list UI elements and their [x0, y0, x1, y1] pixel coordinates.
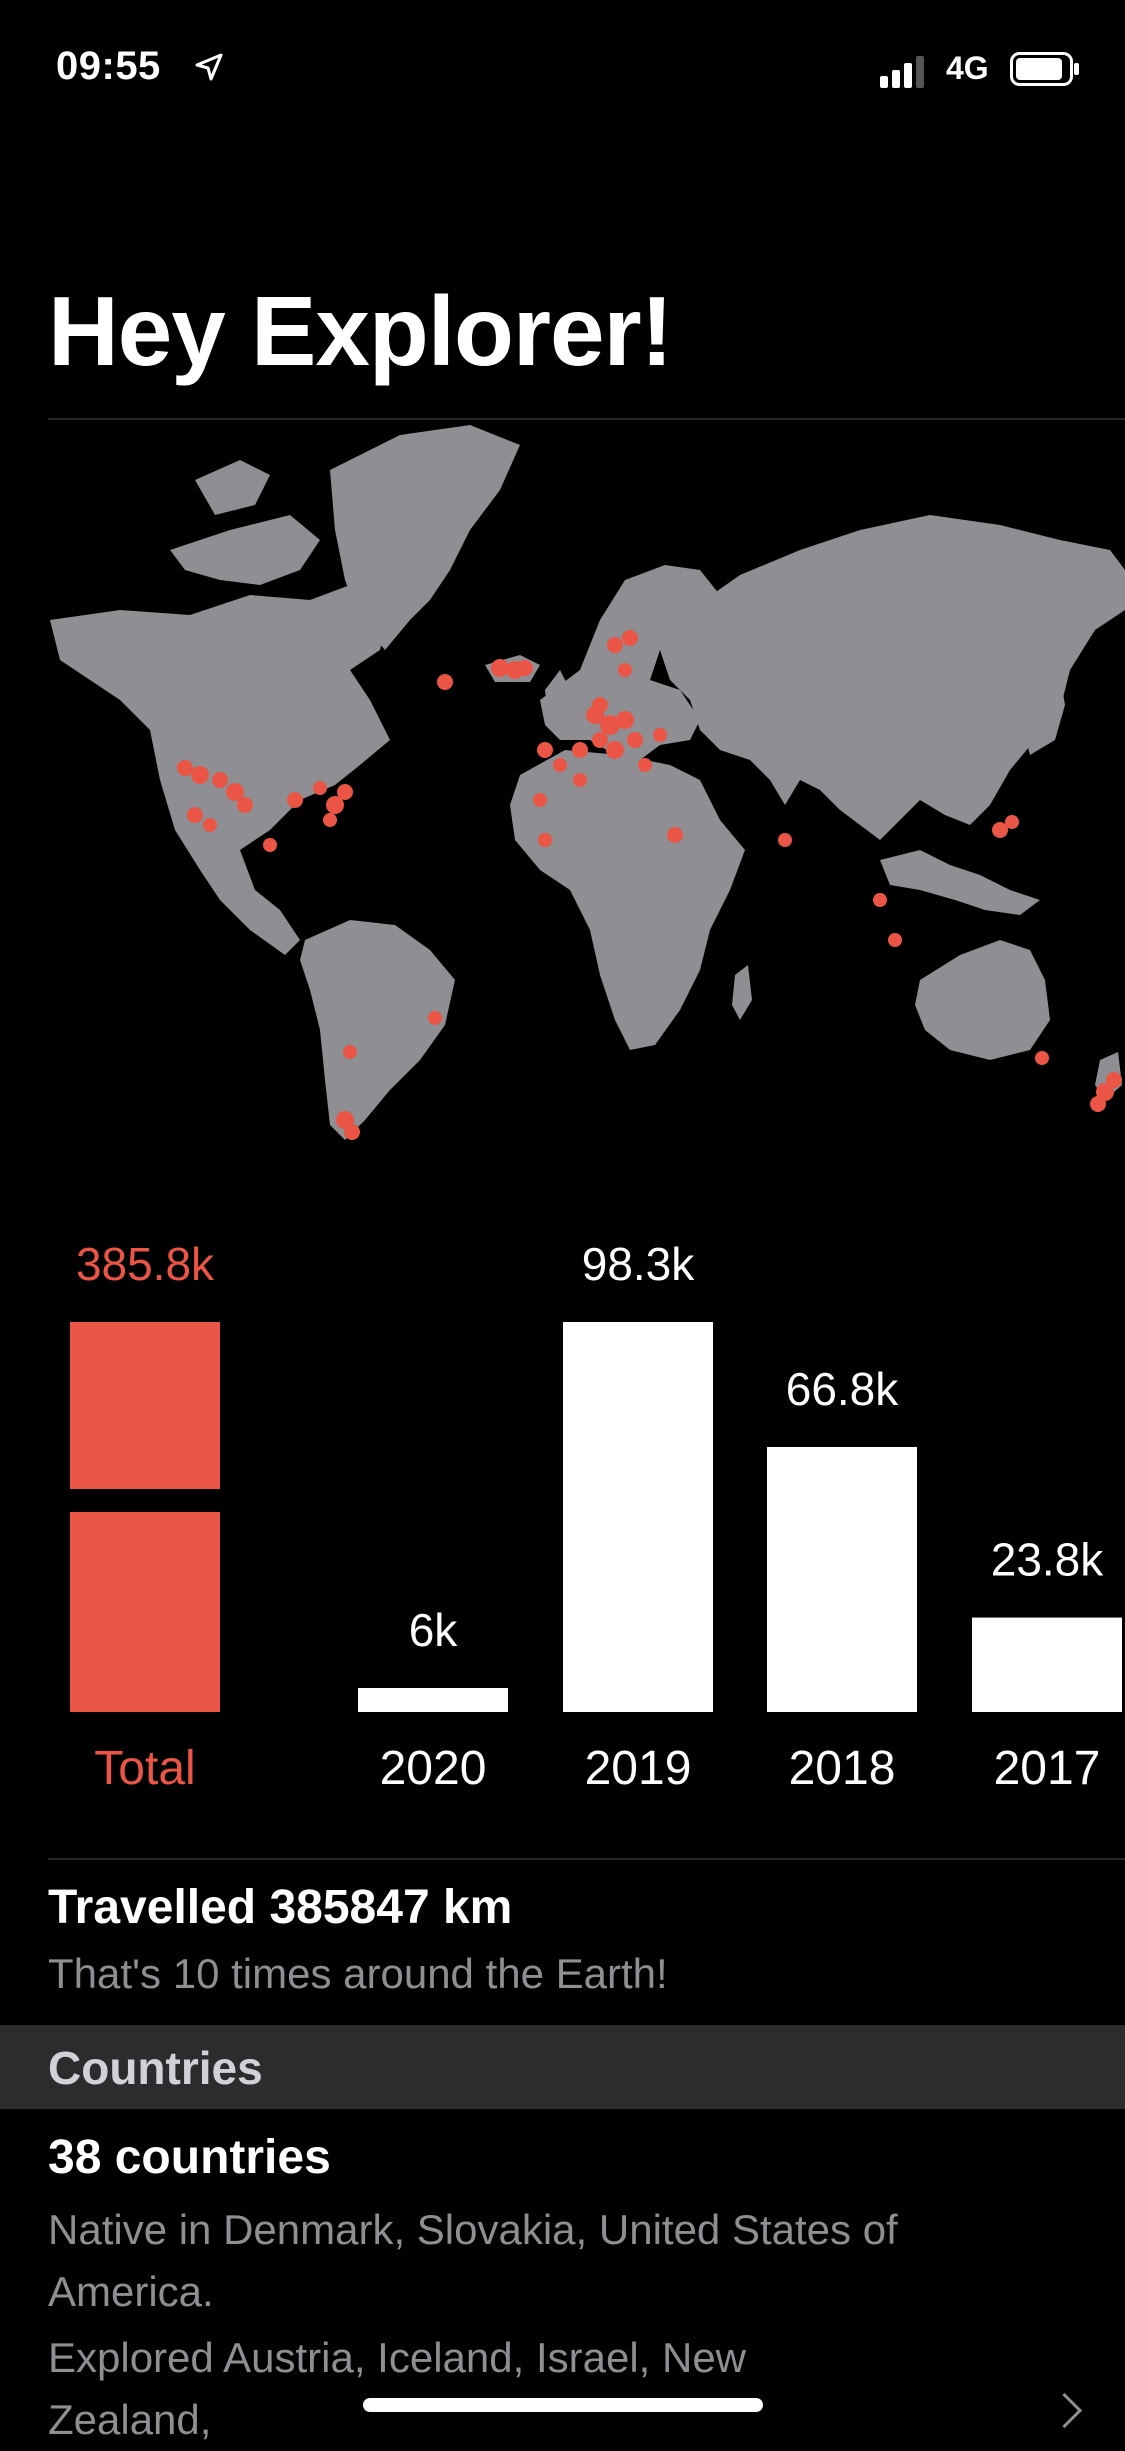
world-map[interactable]: [0, 420, 1125, 1150]
visited-location-markers: [177, 630, 1122, 1140]
value-label-2018: 66.8k: [786, 1363, 900, 1415]
divider: [48, 418, 1125, 420]
value-label-2019: 98.3k: [582, 1238, 696, 1290]
page-title: Hey Explorer!: [48, 276, 673, 386]
greenland: [330, 425, 520, 650]
section-header-countries: Countries: [0, 2025, 1125, 2109]
scandinavia: [600, 565, 720, 630]
location-arrow-icon: [195, 53, 223, 81]
battery-icon: [1010, 52, 1079, 86]
countries-explored-line2: Zealand,: [48, 2396, 212, 2443]
category-label-2018: 2018: [789, 1742, 896, 1795]
category-label-2017: 2017: [994, 1742, 1101, 1795]
japan: [1025, 675, 1065, 755]
land-masses: [50, 425, 1125, 1140]
countries-heading: 38 countries: [48, 2131, 331, 2184]
arctic-islands: [170, 515, 320, 585]
countries-native-line1: Native in Denmark, Slovakia, United Stat…: [48, 2206, 898, 2253]
bar-2018: [767, 1446, 917, 1712]
value-label-2020: 6k: [409, 1604, 459, 1656]
section-label: Countries: [48, 2042, 263, 2094]
divider: [48, 1858, 1125, 1860]
countries-native-line2: America.: [48, 2268, 214, 2315]
value-label-2017: 23.8k: [991, 1534, 1105, 1586]
countries-summary[interactable]: 38 countries Native in Denmark, Slovakia…: [48, 2130, 1077, 2451]
home-indicator[interactable]: [363, 2398, 763, 2412]
europe: [540, 595, 700, 760]
bar-2017: [972, 1617, 1122, 1712]
bar-2019: [563, 1322, 713, 1712]
category-label-Total: Total: [94, 1742, 195, 1795]
countries-explored-line1: Explored Austria, Iceland, Israel, New: [48, 2334, 747, 2381]
africa: [510, 750, 745, 1050]
distance-bar-chart: 385.8k Total 6k 2020 98.3k 2019 66.8k 2018 23.8k…: [0, 1200, 1125, 1820]
bar-2020: [358, 1688, 508, 1712]
travel-subtext: That's 10 times around the Earth!: [48, 1950, 668, 1997]
value-label-Total: 385.8k: [76, 1238, 215, 1290]
south-america: [300, 920, 455, 1140]
network-type: 4G: [946, 50, 989, 86]
category-label-2019: 2019: [585, 1742, 692, 1795]
travel-summary: Travelled 385847 km That's 10 times arou…: [48, 1880, 1077, 2005]
bar-total-upper: [70, 1322, 220, 1489]
great-britain: [545, 670, 570, 718]
status-time: 09:55: [56, 44, 161, 88]
status-bar: 09:55 4G: [0, 0, 1125, 140]
se-asia-islands: [880, 850, 1040, 915]
bar-total-lower: [70, 1512, 220, 1712]
asia: [660, 515, 1125, 840]
category-label-2020: 2020: [380, 1742, 487, 1795]
north-america: [50, 585, 390, 955]
travel-heading: Travelled 385847 km: [48, 1881, 513, 1934]
cellular-signal-icon: [880, 54, 930, 88]
australia: [915, 940, 1050, 1060]
